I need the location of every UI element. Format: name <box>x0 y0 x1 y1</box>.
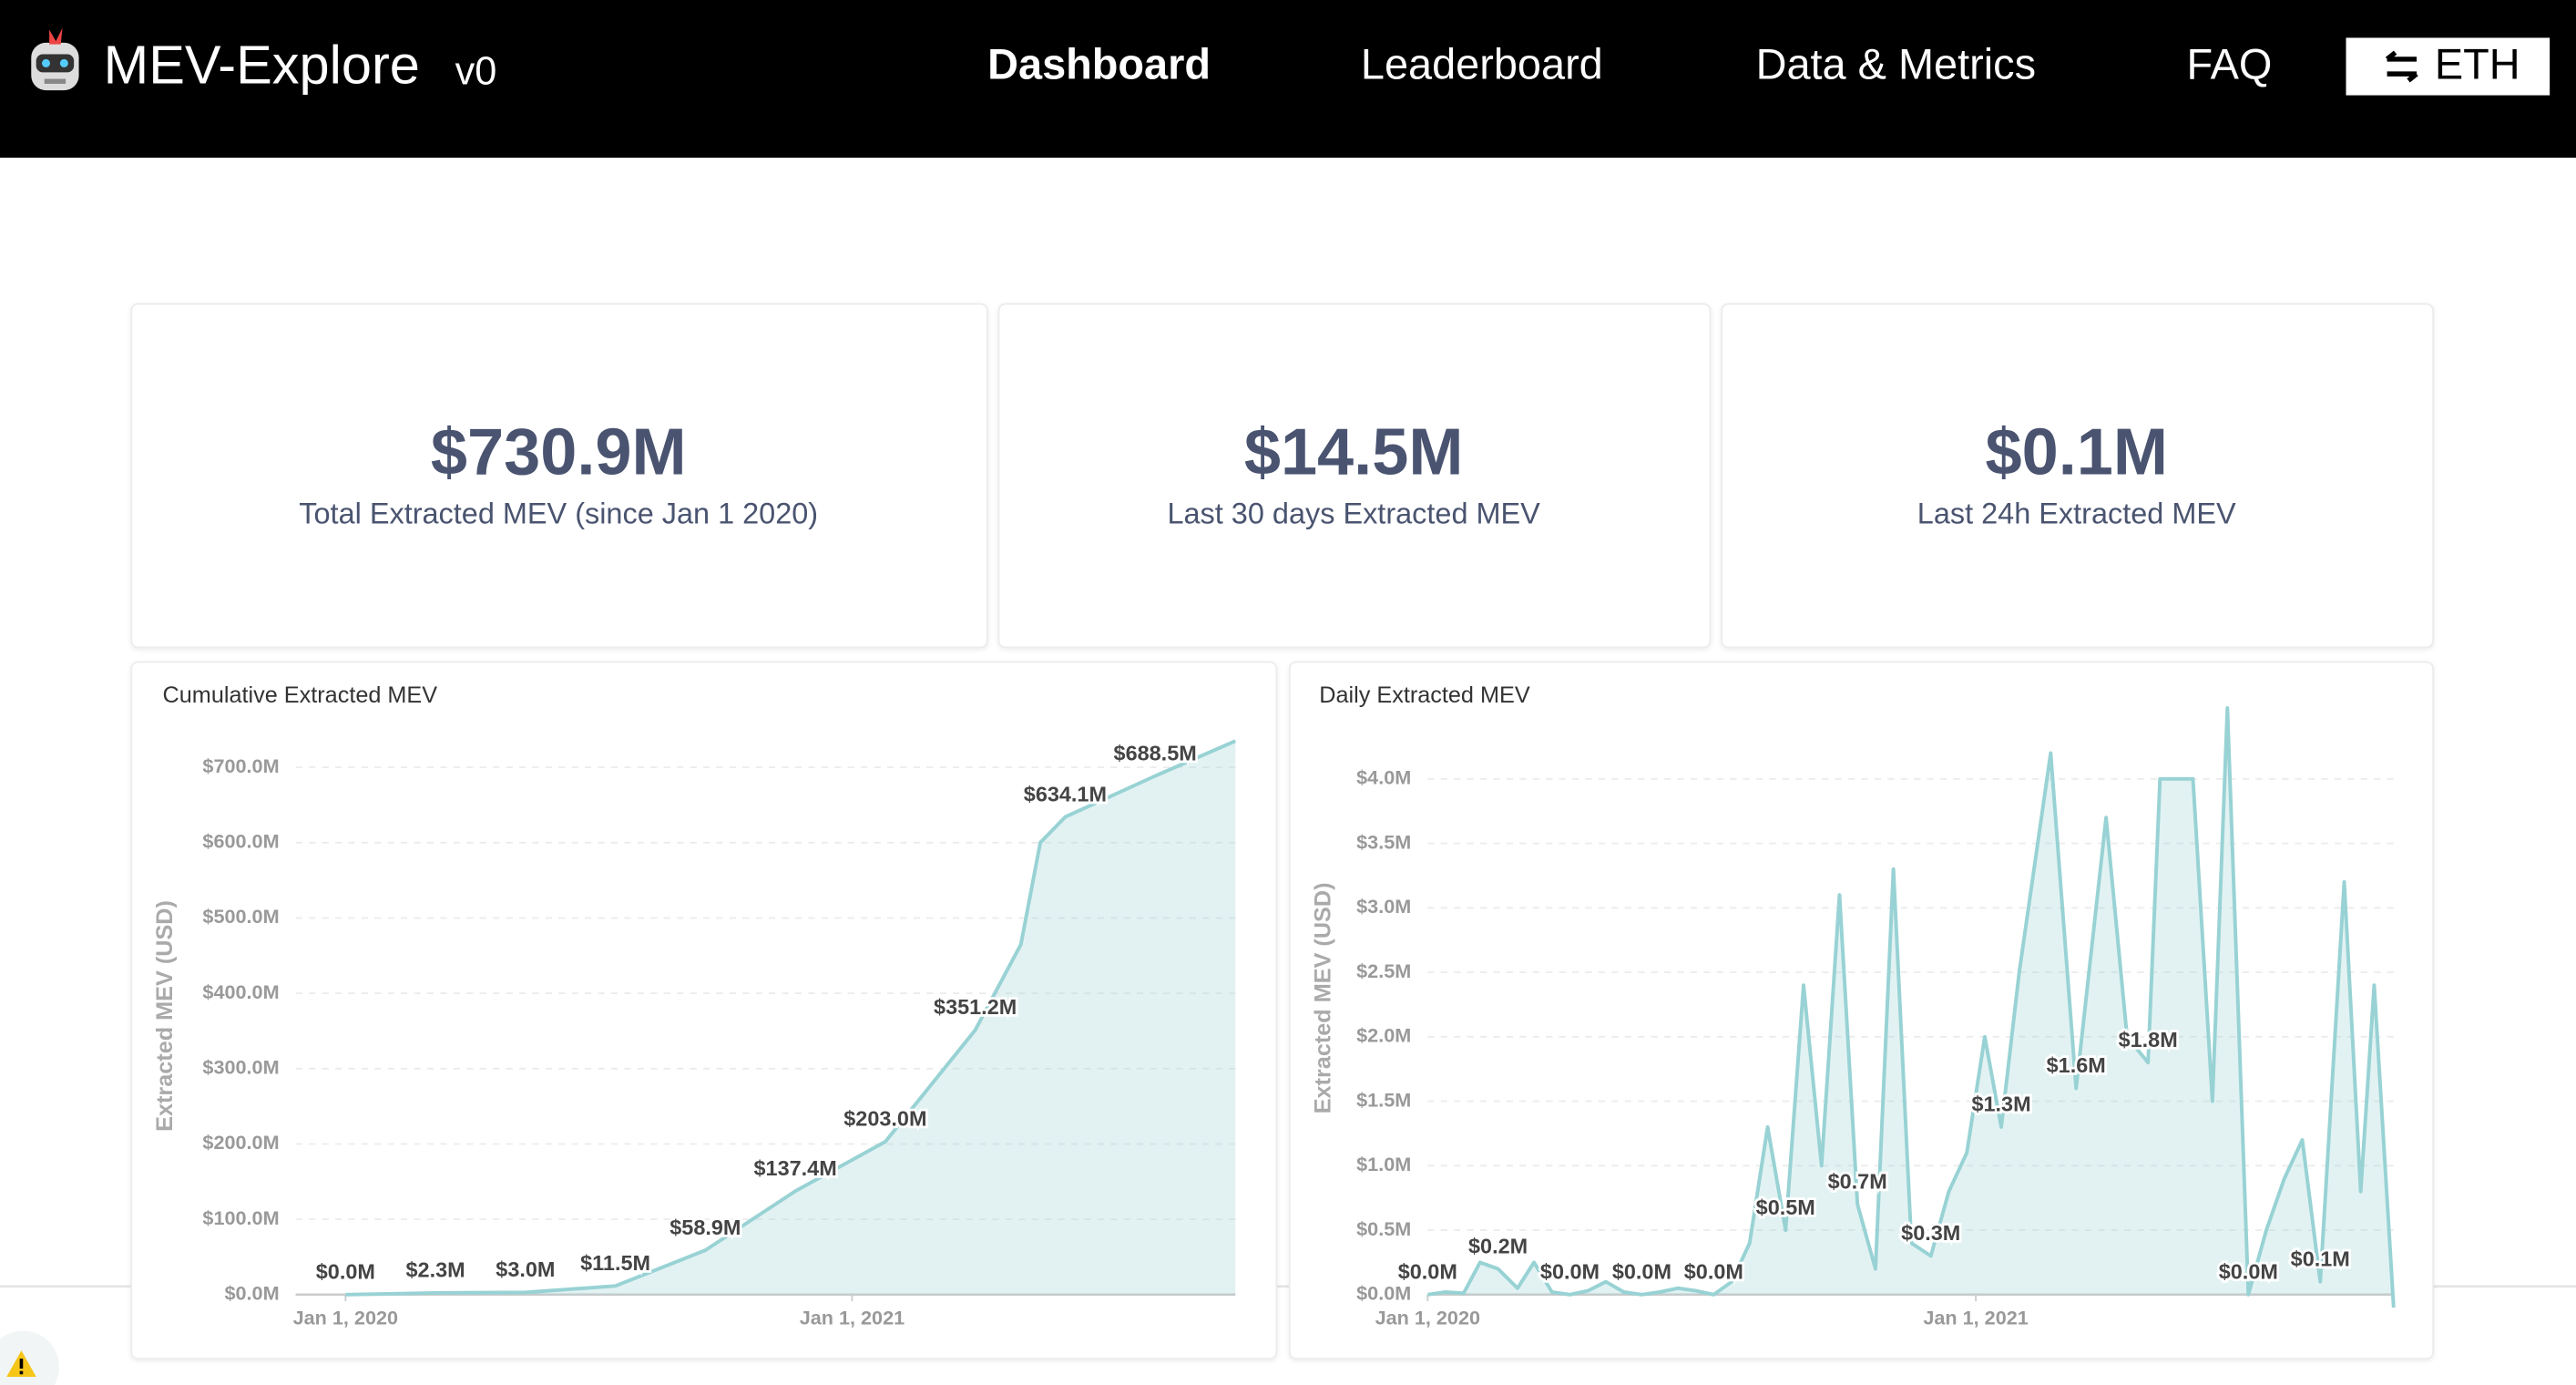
data-label: $0.1M <box>2291 1246 2350 1270</box>
data-label: $0.3M <box>1901 1221 1960 1245</box>
chart-card <box>130 661 1278 1360</box>
y-tick-label: $0.0M <box>224 1282 279 1305</box>
y-tick-label: $100.0M <box>202 1206 279 1229</box>
data-label: $11.5M <box>580 1251 650 1275</box>
stat-card <box>997 303 1712 649</box>
y-tick-label: $300.0M <box>202 1056 279 1079</box>
stat-value: $730.9M <box>431 416 687 488</box>
chart-title: Cumulative Extracted MEV <box>163 682 438 708</box>
warning-icon[interactable] <box>0 1330 59 1385</box>
chart-title: Daily Extracted MEV <box>1319 682 1530 708</box>
data-label: $0.5M <box>1756 1195 1815 1219</box>
data-label: $0.2M <box>1468 1234 1528 1257</box>
button-bg[interactable] <box>2346 37 2550 96</box>
data-label: $0.7M <box>1828 1170 1887 1194</box>
data-label: $2.3M <box>406 1258 465 1282</box>
stat-card <box>1721 303 2434 649</box>
data-label: $3.0M <box>496 1257 555 1281</box>
data-label: $634.1M <box>1024 782 1107 805</box>
x-tick-label: Jan 1, 2021 <box>800 1307 905 1329</box>
y-tick-label: $500.0M <box>202 905 279 928</box>
y-tick-label: $200.0M <box>202 1131 279 1154</box>
data-label: $1.3M <box>1971 1093 2030 1116</box>
stat-label: Last 24h Extracted MEV <box>1917 498 2236 530</box>
data-label: $0.0M <box>1684 1260 1743 1284</box>
x-tick-label: Jan 1, 2020 <box>293 1307 398 1329</box>
data-label: $58.9M <box>670 1216 741 1239</box>
x-tick-label: Jan 1, 2021 <box>1923 1307 2028 1329</box>
swap-icon <box>2385 50 2418 83</box>
nav-faq[interactable]: FAQ <box>2187 40 2273 87</box>
y-tick-label: $3.0M <box>1356 895 1411 918</box>
data-label: $0.0M <box>2219 1260 2278 1284</box>
stat-value: $14.5M <box>1244 416 1464 488</box>
y-tick-label: $1.5M <box>1356 1088 1411 1111</box>
line <box>1427 706 2396 1308</box>
area <box>1427 707 2394 1308</box>
stat-label: Last 30 days Extracted MEV <box>1167 498 1540 530</box>
area <box>345 741 1236 1295</box>
y-tick-label: $0.5M <box>1356 1217 1411 1240</box>
data-label: $1.8M <box>2119 1028 2178 1052</box>
network-label[interactable]: ETH <box>2435 40 2520 87</box>
y-tick-label: $400.0M <box>202 980 279 1003</box>
y-tick-label: $0.0M <box>1356 1282 1411 1305</box>
data-label: $137.4M <box>754 1156 837 1180</box>
data-label: $1.6M <box>2047 1053 2106 1077</box>
y-tick-label: $1.0M <box>1356 1153 1411 1175</box>
logo <box>31 27 79 91</box>
nav-dashboard[interactable]: Dashboard <box>987 40 1211 87</box>
network-button[interactable]: ETH <box>2346 37 2550 96</box>
data-label: $688.5M <box>1114 741 1197 764</box>
y-tick-label: $4.0M <box>1356 766 1411 789</box>
y-axis-label: Extracted MEV (USD) <box>1310 882 1335 1113</box>
chart-card <box>1288 661 2434 1360</box>
charts: Cumulative Extracted MEV Extracted MEV (U… <box>152 682 2396 1329</box>
navbar <box>0 0 2576 159</box>
y-tick-label: $2.0M <box>1356 1024 1411 1047</box>
y-tick-label: $3.5M <box>1356 830 1411 853</box>
data-label: $0.0M <box>1540 1260 1600 1284</box>
y-tick-label: $2.5M <box>1356 959 1411 982</box>
stat-value: $0.1M <box>1985 416 2167 488</box>
version: v0 <box>455 50 497 94</box>
nav-data-metrics[interactable]: Data & Metrics <box>1756 40 2036 87</box>
data-label: $351.2M <box>934 995 1017 1019</box>
data-label: $0.0M <box>1398 1260 1457 1284</box>
nav-leaderboard[interactable]: Leaderboard <box>1361 40 1603 87</box>
line <box>345 739 1237 1297</box>
brand[interactable]: MEV-Explore <box>104 34 420 95</box>
stat-card <box>130 303 988 649</box>
data-label: $0.0M <box>316 1260 375 1284</box>
y-axis-label: Extracted MEV (USD) <box>152 900 178 1132</box>
y-tick-label: $700.0M <box>202 754 279 777</box>
data-label: $203.0M <box>843 1107 926 1131</box>
data-label: $0.0M <box>1612 1260 1671 1284</box>
x-tick-label: Jan 1, 2020 <box>1375 1307 1480 1329</box>
y-tick-label: $600.0M <box>202 830 279 853</box>
stat-label: Total Extracted MEV (since Jan 1 2020) <box>299 498 818 530</box>
